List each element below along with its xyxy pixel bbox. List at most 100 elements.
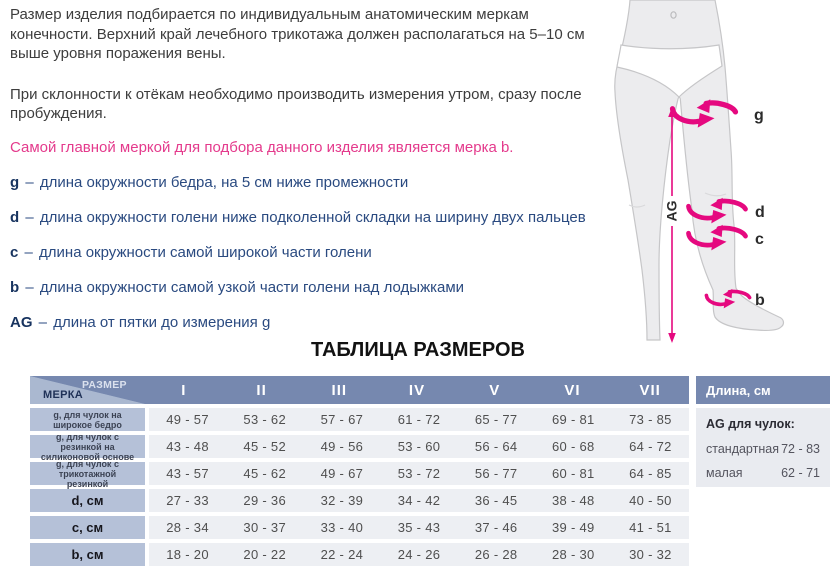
length-row: стандартная 72 - 83 [706,442,820,456]
length-panel-header: Длина, см [696,376,830,404]
legs-diagram-svg: AG g d c b [614,0,785,343]
measurement-item-c: c – длина окружности самой широкой части… [10,243,670,262]
measurement-item-b: b – длина окружности самой узкой части г… [10,278,670,297]
length-row-value: 72 - 83 [781,442,820,456]
table-cell: 35 - 43 [397,520,441,535]
column-head: III [331,381,348,399]
diagram-label-ag: AG [664,200,680,221]
table-cell: 56 - 64 [474,439,518,454]
row-label: d, см [30,489,145,512]
table-row: d, см 27 - 33 29 - 36 32 - 39 34 - 42 36… [30,489,689,512]
table-row: g, для чулок на широкое бедро 49 - 57 53… [30,408,689,431]
table-cell: 45 - 52 [243,439,286,454]
row-data: 27 - 33 29 - 36 32 - 39 34 - 42 36 - 45 … [149,489,689,512]
column-head: VII [639,381,661,399]
length-row-value: 62 - 71 [781,466,820,480]
corner-label-measure: МЕРКА [43,389,83,401]
measurement-key: g [10,173,20,191]
diagram-label-b: b [755,292,765,309]
length-panel-subtitle: AG для чулок: [706,417,795,431]
dash: – [38,313,48,331]
table-cell: 33 - 40 [320,520,364,535]
row-label: b, см [30,543,145,566]
diagram-label-c: c [755,231,764,248]
size-table-header: РАЗМЕР МЕРКА I II III IV V VI VII [30,376,689,404]
row-label: g, для чулок на широкое бедро [30,408,145,431]
measurement-description: длина окружности самой широкой части гол… [39,243,372,261]
table-row: b, см 18 - 20 20 - 22 22 - 24 24 - 26 26… [30,543,689,566]
corner-cell: РАЗМЕР МЕРКА [30,376,145,404]
table-cell: 43 - 48 [166,439,209,454]
table-cell: 64 - 72 [629,439,672,454]
table-cell: 18 - 20 [166,547,209,562]
intro-paragraph-1: Размер изделия подбирается по индивидуал… [10,6,585,62]
table-row: g, для чулок с трикотажной резинкой 43 -… [30,459,689,489]
table-cell: 64 - 85 [629,466,672,481]
navel-icon [670,11,677,19]
length-panel-body: AG для чулок: стандартная 72 - 83 малая … [696,408,830,487]
table-row: c, см 28 - 34 30 - 37 33 - 40 35 - 43 37… [30,516,689,539]
row-data: 49 - 57 53 - 62 57 - 67 61 - 72 65 - 77 … [149,408,689,431]
table-cell: 22 - 24 [320,547,364,562]
table-cell: 60 - 68 [551,439,595,454]
table-row: g, для чулок с резинкой на силиконовой о… [30,432,689,462]
legs-measurement-diagram: AG g d c b [612,0,824,352]
dash: – [25,278,34,296]
row-data: 43 - 57 45 - 62 49 - 67 53 - 72 56 - 77 … [149,462,689,485]
dash: – [25,208,34,226]
table-cell: 60 - 81 [551,466,595,481]
measurement-description: длина окружности бедра, на 5 см ниже про… [39,173,409,191]
measurement-item-g: g – длина окружности бедра, на 5 см ниже… [10,173,670,192]
dash: – [24,243,33,261]
table-cell: 29 - 36 [243,493,286,508]
table-cell: 69 - 81 [551,412,595,427]
measurement-key: c [10,243,19,261]
row-label: g, для чулок с резинкой на силиконовой о… [30,432,145,462]
highlight-note: Самой главной меркой для подбора данного… [10,138,514,156]
table-cell: 30 - 37 [243,520,286,535]
table-cell: 45 - 62 [243,466,286,481]
column-head: I [181,381,187,399]
table-cell: 38 - 48 [551,493,595,508]
intro-paragraph-2: При склонности к отёкам необходимо произ… [10,85,582,123]
table-cell: 49 - 67 [320,466,364,481]
length-row: малая 62 - 71 [706,466,820,480]
corner-label-size: РАЗМЕР [82,379,127,391]
table-cell: 39 - 49 [551,520,595,535]
row-data: 18 - 20 20 - 22 22 - 24 24 - 26 26 - 28 … [149,543,689,566]
table-cell: 61 - 72 [397,412,441,427]
column-head: II [256,381,267,399]
table-cell: 20 - 22 [243,547,286,562]
panties-shape [616,44,723,98]
table-cell: 49 - 57 [166,412,209,427]
table-cell: 28 - 34 [166,520,209,535]
table-cell: 49 - 56 [320,439,364,454]
length-row-label: стандартная [706,442,779,456]
measurement-description: длина окружности голени ниже подколенной… [39,208,586,226]
row-label: c, см [30,516,145,539]
table-cell: 53 - 62 [243,412,286,427]
length-panel: Длина, см AG для чулок: стандартная 72 -… [696,376,830,487]
left-knee-crease [628,204,646,208]
measurement-description: длина от пятки до измерения g [53,313,271,331]
measurement-key: b [10,278,20,296]
table-cell: 36 - 45 [474,493,518,508]
table-cell: 37 - 46 [474,520,518,535]
table-cell: 65 - 77 [474,412,518,427]
right-knee-crease [704,192,727,197]
length-row-label: малая [706,466,743,480]
measurement-description: длина окружности самой узкой части голен… [39,278,465,296]
diagram-label-d: d [755,204,765,221]
table-cell: 43 - 57 [166,466,209,481]
table-cell: 32 - 39 [320,493,364,508]
column-head: IV [408,381,426,399]
table-cell: 53 - 72 [397,466,441,481]
table-cell: 41 - 51 [629,520,672,535]
table-cell: 73 - 85 [629,412,672,427]
row-data: 43 - 48 45 - 52 49 - 56 53 - 60 56 - 64 … [149,435,689,458]
size-table-title: ТАБЛИЦА РАЗМЕРОВ [311,339,525,361]
measurement-item-ag: AG – длина от пятки до измерения g [10,313,670,332]
size-table: РАЗМЕР МЕРКА I II III IV V VI VII g, для… [30,376,689,566]
dash: – [25,173,34,191]
measurement-key: d [10,208,20,226]
